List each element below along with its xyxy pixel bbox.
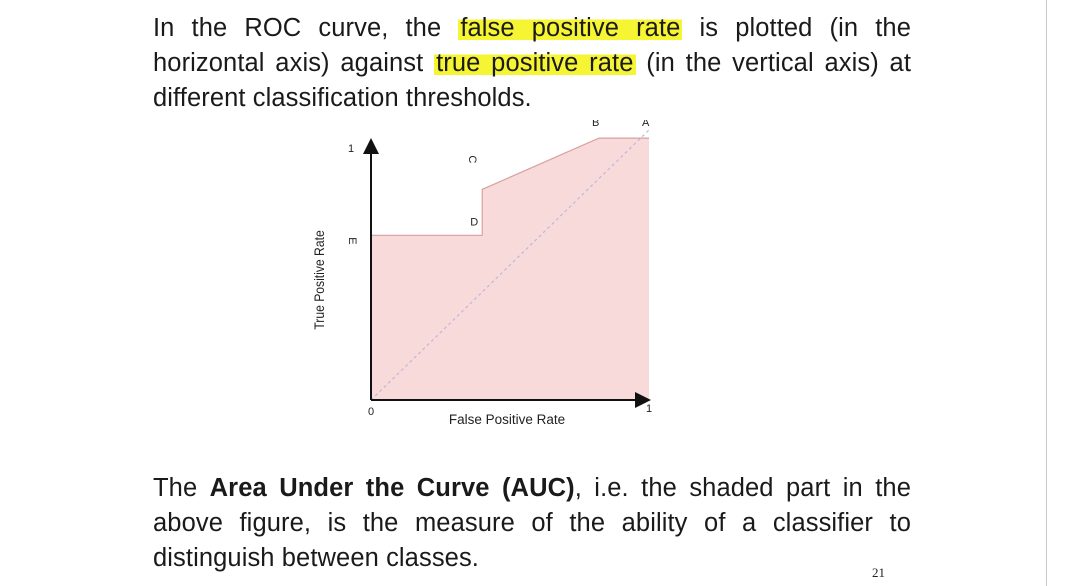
point-label-c: C xyxy=(466,155,478,163)
intro-text-3: (in the vertical axis) at different clas… xyxy=(153,49,912,112)
roc-curve-line xyxy=(371,137,649,236)
point-label-d: D xyxy=(470,216,478,228)
page-number: 21 xyxy=(872,565,885,580)
roc-chart: E D C B A False Positive Rate True Positive … xyxy=(311,117,652,427)
auc-text-1: The xyxy=(153,474,210,502)
auc-shaded-area xyxy=(371,138,649,400)
highlighted-true-positive-rate: true positive rate xyxy=(434,49,636,77)
auc-bold-term: Area Under the Curve (AUC) xyxy=(209,474,575,502)
intro-text-2: is plotted (in the horizontal axis) agai… xyxy=(153,14,911,77)
highlighted-false-positive-rate: false positive rate xyxy=(458,14,683,42)
random-classifier-diagonal xyxy=(370,129,650,401)
page-edge-line xyxy=(1046,0,1047,586)
x-tick-label-1: 1 xyxy=(646,403,652,415)
y-tick-label-1: 1 xyxy=(348,143,354,155)
point-label-b: B xyxy=(592,120,599,129)
y-axis-label: True Positive Rate xyxy=(311,230,327,329)
intro-paragraph: In the ROC curve, the false positive rat… xyxy=(153,11,911,116)
auc-paragraph: The Area Under the Curve (AUC), i.e. the… xyxy=(153,471,911,576)
point-label-a: A xyxy=(642,120,650,129)
x-tick-label-0: 0 xyxy=(368,406,374,418)
x-axis-label: False Positive Rate xyxy=(449,412,565,427)
point-label-e: E xyxy=(346,237,358,244)
auc-text-2: , i.e. the shaded part in the above figu… xyxy=(153,474,911,572)
intro-text-1: In the ROC curve, the xyxy=(153,14,459,42)
roc-figure: E D C B A False Positive Rate True Positive … xyxy=(300,117,680,445)
